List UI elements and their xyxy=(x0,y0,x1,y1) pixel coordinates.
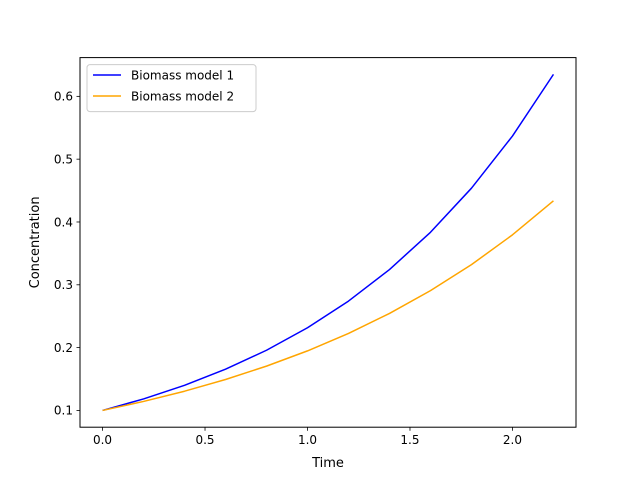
series-1-point xyxy=(184,385,185,386)
legend: Biomass model 1 Biomass model 2 xyxy=(86,64,257,113)
series-1-point xyxy=(512,135,513,136)
y-axis-ticks: 0.1 0.2 0.3 0.4 0.5 0.6 xyxy=(54,90,80,418)
series-line-1 xyxy=(102,73,555,412)
x-tick-label: 1.5 xyxy=(400,433,419,447)
series-1-point xyxy=(389,269,390,270)
series-2-point xyxy=(266,366,267,367)
y-tick-label: 0.1 xyxy=(54,404,73,418)
y-axis-label: Concentration xyxy=(28,196,43,288)
y-tick-label: 0.5 xyxy=(54,152,73,166)
x-tick-label: 1.0 xyxy=(298,433,317,447)
series-1-point xyxy=(225,369,226,370)
x-tick-label: 2.0 xyxy=(503,433,522,447)
series-1-point xyxy=(553,74,554,75)
series-layer xyxy=(102,73,555,412)
y-tick-label: 0.3 xyxy=(54,278,73,292)
series-2-point xyxy=(471,264,472,265)
series-2-point xyxy=(430,290,431,291)
series-2-point xyxy=(307,350,308,351)
x-tick-label: 0.0 xyxy=(93,433,112,447)
series-1-point xyxy=(348,300,349,301)
axes-frame xyxy=(79,57,577,428)
y-tick-label: 0.6 xyxy=(54,90,73,104)
series-2-point xyxy=(553,200,554,201)
series-2-point xyxy=(184,391,185,392)
series-2-point xyxy=(102,410,103,411)
series-1-point xyxy=(143,398,144,399)
series-2-point xyxy=(143,401,144,402)
x-axis-ticks: 0.0 0.5 1.0 1.5 2.0 xyxy=(93,427,522,447)
legend-label-2: Biomass model 2 xyxy=(131,89,234,103)
series-2-point xyxy=(225,379,226,380)
y-tick-label: 0.4 xyxy=(54,215,73,229)
y-tick-label: 0.2 xyxy=(54,341,73,355)
x-axis-label: Time xyxy=(311,456,344,471)
series-1-point xyxy=(471,188,472,189)
x-tick-label: 0.5 xyxy=(195,433,214,447)
legend-box xyxy=(86,64,257,113)
series-1-point xyxy=(307,327,308,328)
series-2-point xyxy=(512,234,513,235)
series-1-point xyxy=(430,232,431,233)
series-line-2 xyxy=(102,200,554,412)
series-1-point xyxy=(266,350,267,351)
legend-label-1: Biomass model 1 xyxy=(131,68,234,82)
series-2-point xyxy=(389,313,390,314)
series-2-point xyxy=(348,333,349,334)
